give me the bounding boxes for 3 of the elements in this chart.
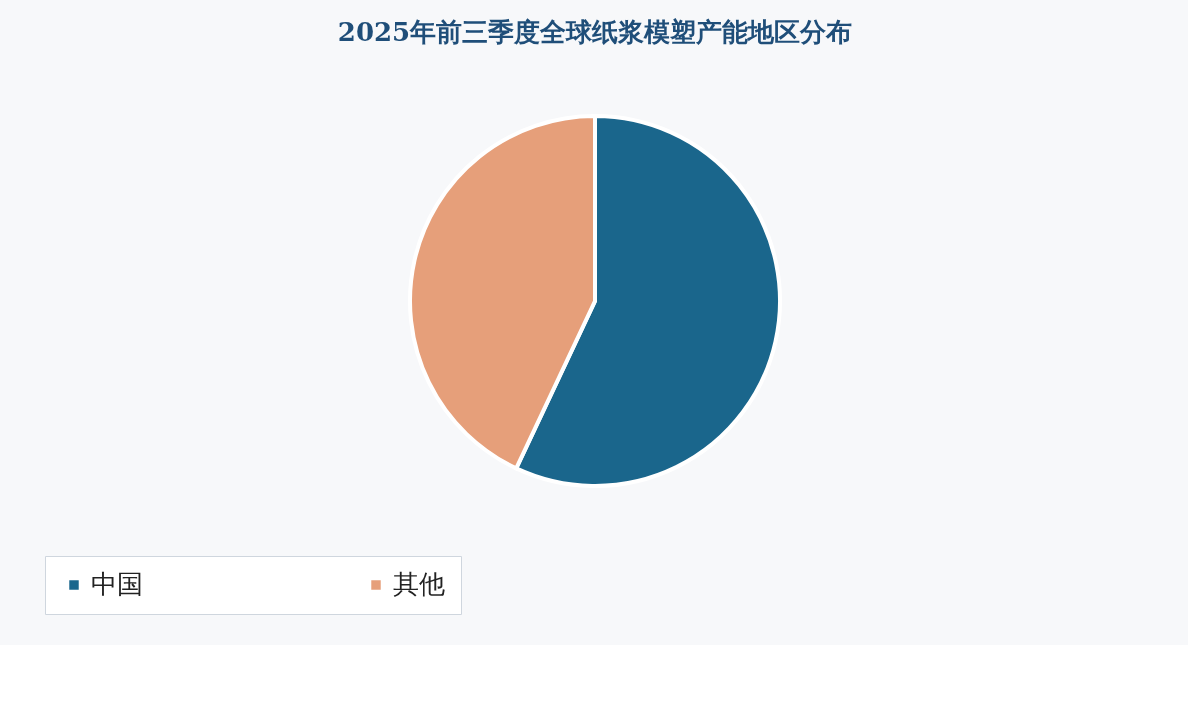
legend-label: 中国	[91, 569, 143, 599]
legend-label: 其他	[393, 569, 445, 599]
chart-title: 2025年前三季度全球纸浆模塑产能地区分布	[337, 17, 853, 47]
